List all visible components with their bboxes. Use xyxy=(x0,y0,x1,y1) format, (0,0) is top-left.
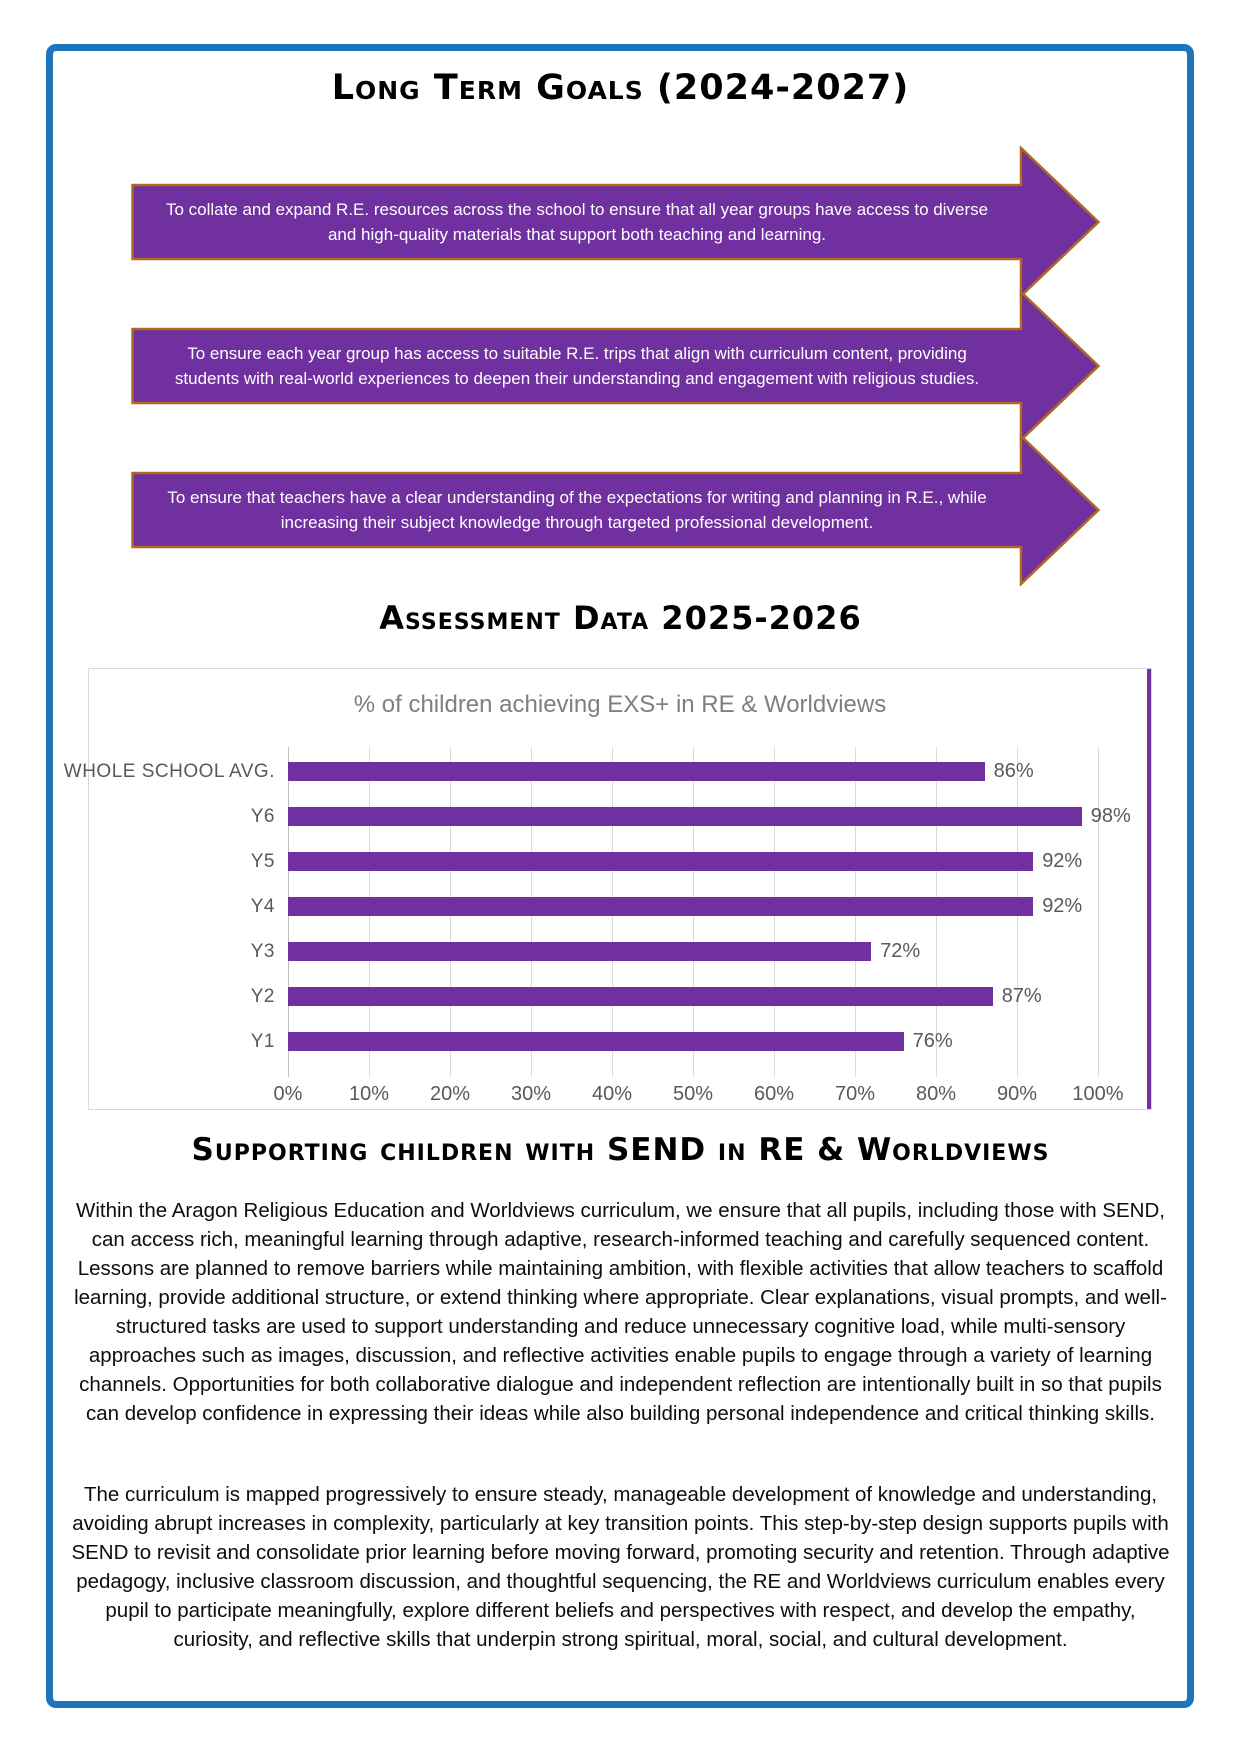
chart-bar-row: 72% xyxy=(288,929,1098,974)
category-label: Y6 xyxy=(250,805,275,827)
chart-bar-row: 87% xyxy=(288,974,1098,1019)
chart-right-border-stripe xyxy=(1147,669,1151,1109)
bar-y1 xyxy=(288,1032,904,1051)
bar-data-label: 87% xyxy=(1001,985,1042,1007)
category-label: Y2 xyxy=(250,985,275,1007)
bar-data-label: 92% xyxy=(1042,895,1083,917)
bar-y6 xyxy=(288,807,1082,826)
chart-title: % of children achieving EXS+ in RE & Wor… xyxy=(353,691,887,718)
x-tick-label: 80% xyxy=(915,1083,957,1105)
right-arrow-shape-icon xyxy=(131,146,1101,298)
page-title: Long Term Goals (2024-2027) xyxy=(331,68,910,108)
bar-y5 xyxy=(288,852,1034,871)
x-tick-label: 0% xyxy=(273,1083,303,1105)
x-tick-label: 90% xyxy=(996,1083,1038,1105)
bar-data-label: 76% xyxy=(912,1030,953,1052)
chart-x-axis-labels: 0% 10% 20% 30% 40% 50% 60% 70% 80% 90% 100% xyxy=(274,1083,1124,1107)
x-tick-label: 60% xyxy=(753,1083,795,1105)
goal-text-1: To collate and expand R.E. resources acr… xyxy=(165,200,989,244)
goal-text-3: To ensure that teachers have a clear und… xyxy=(167,488,987,532)
chart-bar-row: 76% xyxy=(288,1019,1098,1064)
category-label: Y5 xyxy=(250,850,275,872)
x-tick-label: 70% xyxy=(834,1083,876,1105)
category-label: Y4 xyxy=(250,895,275,917)
bar-y4 xyxy=(288,897,1034,916)
bar-chart: % of children achieving EXS+ in RE & Wor… xyxy=(63,668,1152,1110)
chart-category-labels: WHOLE SCHOOL AVG. Y6 Y5 Y4 Y3 Y2 Y1 xyxy=(63,749,275,1064)
bar-data-label: 72% xyxy=(880,940,921,962)
bar-data-label: 92% xyxy=(1042,850,1083,872)
bar-whole-school-avg- xyxy=(288,762,985,781)
x-tick-label: 20% xyxy=(429,1083,471,1105)
goal-arrow-1: To collate and expand R.E. resources acr… xyxy=(131,146,1101,298)
right-arrow-shape-icon xyxy=(131,434,1101,586)
chart-rows: 86% 98% 92% 92% 72% 87% 76% xyxy=(288,749,1131,1064)
chart-bar-row: 98% xyxy=(288,794,1131,839)
x-tick-label: 100% xyxy=(1072,1083,1124,1105)
x-tick-label: 50% xyxy=(672,1083,714,1105)
chart-bar-row: 92% xyxy=(288,884,1098,929)
category-label: Y1 xyxy=(250,1030,275,1052)
goal-text-2: To ensure each year group has access to … xyxy=(174,344,980,388)
chart-bar-row: 86% xyxy=(288,749,1098,794)
bar-y2 xyxy=(288,987,993,1006)
send-support-heading: Supporting children with SEND in RE & Wo… xyxy=(191,1132,1050,1168)
chart-bar-row: 92% xyxy=(288,839,1098,884)
x-tick-label: 30% xyxy=(510,1083,552,1105)
assessment-data-heading: Assessment Data 2025-2026 xyxy=(379,599,862,637)
category-label: WHOLE SCHOOL AVG. xyxy=(63,760,275,782)
x-tick-label: 10% xyxy=(348,1083,390,1105)
bar-data-label: 86% xyxy=(993,760,1034,782)
bar-data-label: 98% xyxy=(1090,805,1131,827)
send-paragraph-2: The curriculum is mapped progressively t… xyxy=(71,1483,1170,1651)
x-tick-label: 40% xyxy=(591,1083,633,1105)
send-paragraph-1: Within the Aragon Religious Education an… xyxy=(74,1199,1167,1425)
right-arrow-shape-icon xyxy=(131,290,1101,442)
vertical-gridline xyxy=(1098,747,1099,1077)
goal-arrow-2: To ensure each year group has access to … xyxy=(131,290,1101,442)
bar-y3 xyxy=(288,942,872,961)
category-label: Y3 xyxy=(250,940,275,962)
goal-arrow-3: To ensure that teachers have a clear und… xyxy=(131,434,1101,586)
